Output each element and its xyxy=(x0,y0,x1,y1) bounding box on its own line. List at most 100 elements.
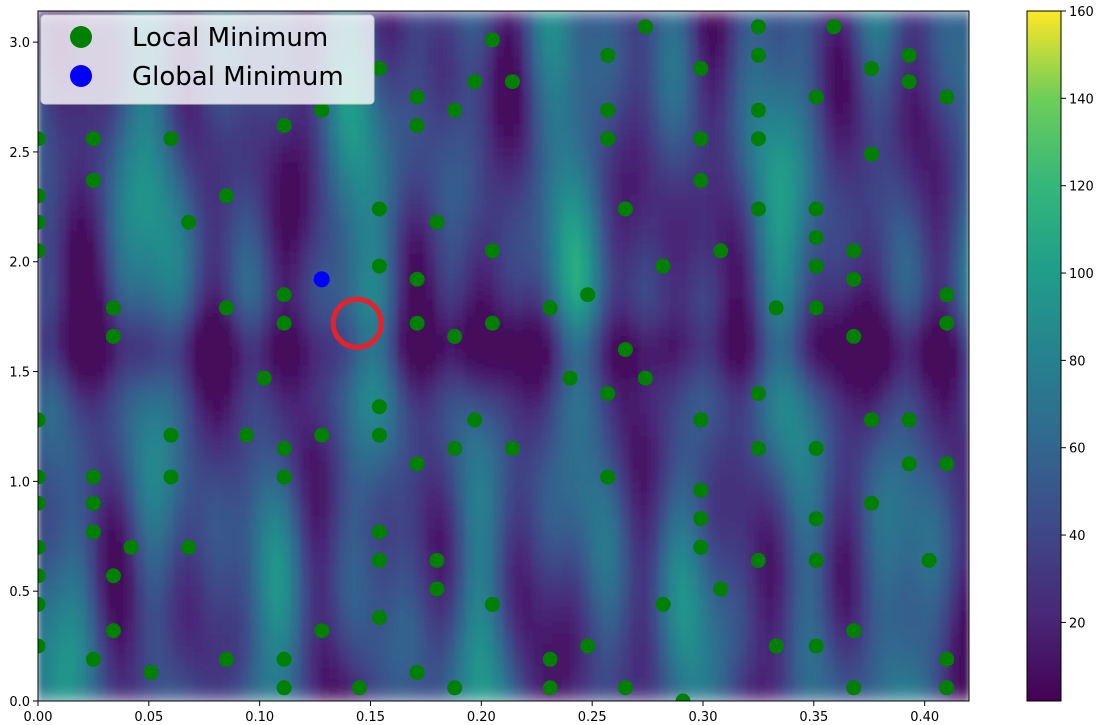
local-minimum-point xyxy=(846,623,862,639)
legend-box xyxy=(40,14,375,105)
local-minimum-point xyxy=(163,131,179,147)
local-minimum-point xyxy=(447,680,463,696)
x-tick-label: 0.30 xyxy=(689,710,718,725)
local-minimum-point xyxy=(750,440,766,456)
local-minimum-point xyxy=(105,568,121,584)
local-minimum-point xyxy=(276,440,292,456)
local-minimum-point xyxy=(38,495,46,511)
colorbar-tick-label: 60 xyxy=(1069,442,1086,457)
local-minimum-point xyxy=(105,328,121,344)
local-minimum-point xyxy=(351,680,367,696)
local-minimum-point xyxy=(750,201,766,217)
local-minimum-point xyxy=(768,300,784,316)
local-minimum-point xyxy=(808,201,824,217)
local-minimum-point xyxy=(693,539,709,555)
colorbar-tick-label: 80 xyxy=(1069,354,1086,369)
local-minimum-point xyxy=(484,596,500,612)
local-minimum-point xyxy=(808,89,824,105)
local-minimum-point xyxy=(808,638,824,654)
colorbar-tick-label: 160 xyxy=(1069,5,1094,20)
y-tick-label: 0.5 xyxy=(9,585,30,600)
local-minimum-point xyxy=(921,552,937,568)
colorbar-tick-label: 20 xyxy=(1069,616,1086,631)
local-minimum-point xyxy=(846,328,862,344)
local-minimum-point xyxy=(371,258,387,274)
local-minimum-point xyxy=(580,638,596,654)
local-minimum-point xyxy=(218,300,234,316)
local-minimum-point xyxy=(600,47,616,63)
local-minimum-point xyxy=(750,102,766,118)
local-minimum-point xyxy=(409,315,425,331)
y-tick-label: 2.5 xyxy=(9,146,30,161)
local-minimum-point xyxy=(846,680,862,696)
local-minimum-point xyxy=(123,539,139,555)
colorbar: 20 40 60 80 100 120 140 160 xyxy=(1026,5,1094,702)
local-minimum-point xyxy=(939,680,955,696)
local-minimum-point xyxy=(38,469,46,485)
local-minimum-point xyxy=(713,581,729,597)
local-minimum-point xyxy=(314,102,330,118)
local-minimum-point xyxy=(38,214,46,230)
local-minimum-point xyxy=(562,370,578,386)
local-minimum-point xyxy=(371,201,387,217)
local-minimum-point xyxy=(447,102,463,118)
y-tick-label: 1.0 xyxy=(9,475,30,490)
local-minimum-point xyxy=(693,173,709,188)
local-minimum-point xyxy=(371,552,387,568)
local-minimum-point xyxy=(713,243,729,259)
local-minimum-point xyxy=(617,680,633,696)
x-tick-label: 0.10 xyxy=(245,710,274,725)
local-minimum-point xyxy=(85,524,101,540)
local-minimum-point xyxy=(409,664,425,680)
local-minimum-point xyxy=(429,214,445,230)
colorbar-tick-label: 100 xyxy=(1069,267,1094,282)
legend-local-minimum-label: Local Minimum xyxy=(132,23,328,53)
legend-local-minimum-marker xyxy=(70,26,92,48)
colorbar-gradient xyxy=(1027,11,1061,701)
local-minimum-point xyxy=(85,131,101,147)
local-minimum-point xyxy=(750,552,766,568)
local-minimum-point xyxy=(939,89,955,105)
local-minimum-point xyxy=(105,623,121,639)
local-minimum-point xyxy=(750,19,766,35)
x-tick-label: 0.15 xyxy=(356,710,385,725)
local-minimum-point xyxy=(846,243,862,259)
local-minimum-point xyxy=(750,386,766,401)
local-minimum-point xyxy=(467,74,483,90)
local-minimum-point xyxy=(85,651,101,667)
local-minimum-point xyxy=(484,32,500,48)
local-minimum-point xyxy=(693,482,709,498)
local-minimum-point xyxy=(939,287,955,303)
local-minimum-point xyxy=(826,19,842,35)
local-minimum-point xyxy=(85,495,101,511)
local-minimum-point xyxy=(276,315,292,331)
local-minimum-point xyxy=(467,412,483,428)
local-minimum-point xyxy=(808,258,824,274)
local-minimum-point xyxy=(38,412,46,428)
local-minimum-point xyxy=(409,271,425,287)
local-minimum-point xyxy=(409,89,425,105)
local-minimum-point xyxy=(38,638,46,654)
local-minimum-point xyxy=(38,243,46,259)
local-minimum-point xyxy=(901,412,917,428)
local-minimum-point xyxy=(371,524,387,540)
local-minimum-point xyxy=(38,188,46,204)
local-minimum-point xyxy=(85,173,101,188)
local-minimum-point xyxy=(218,651,234,667)
local-minimum-point xyxy=(371,427,387,443)
local-minimum-point xyxy=(276,680,292,696)
local-minimum-point xyxy=(371,399,387,415)
local-minimum-point xyxy=(750,131,766,147)
local-minimum-point xyxy=(768,638,784,654)
local-minimum-point xyxy=(901,456,917,472)
local-minimum-point xyxy=(864,412,879,428)
local-minimum-point xyxy=(846,271,862,287)
legend-global-minimum-marker xyxy=(70,65,92,87)
highlight-circle xyxy=(330,296,384,350)
heatmap-field xyxy=(38,11,969,701)
local-minimum-point xyxy=(276,118,292,134)
local-minimum-point xyxy=(901,47,917,63)
local-minimum-point xyxy=(808,552,824,568)
local-minimum-point xyxy=(143,664,159,680)
y-tick-label: 3.0 xyxy=(9,36,30,51)
